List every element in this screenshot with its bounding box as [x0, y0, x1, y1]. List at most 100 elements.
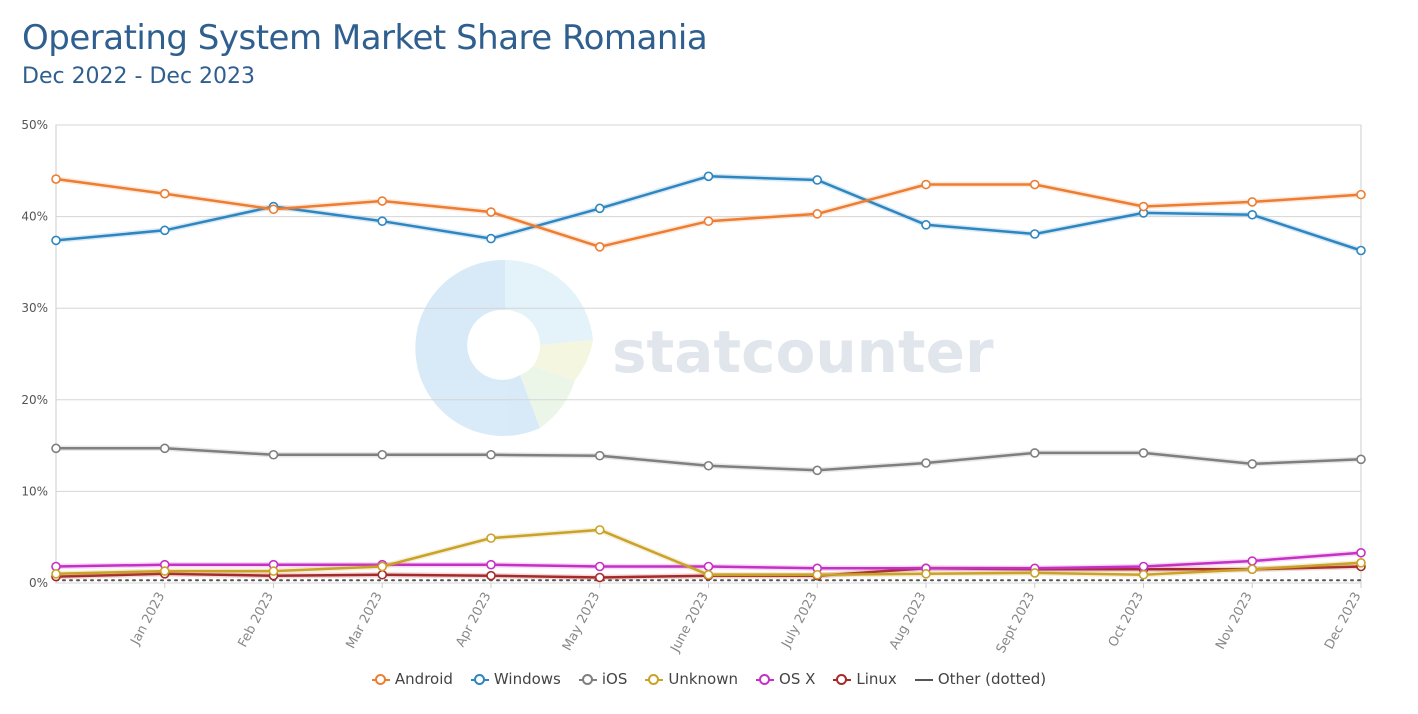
data-point-unknown — [486, 533, 496, 543]
data-point-android — [1138, 201, 1149, 212]
data-point-ios — [703, 460, 714, 471]
data-point-windows — [1247, 209, 1258, 220]
data-point-windows — [486, 233, 496, 244]
legend-item-os-x[interactable]: OS X — [756, 670, 815, 688]
x-tick-label: Apr 2023 — [453, 590, 494, 650]
data-point-android — [1029, 179, 1040, 190]
data-point-unknown — [594, 525, 605, 535]
data-point-android — [159, 188, 170, 199]
statcounter-watermark: statcounter — [415, 259, 994, 436]
legend-swatch-windows — [470, 673, 489, 686]
data-point-android — [594, 242, 605, 252]
legend-swatch-ios — [578, 673, 597, 686]
legend-label: iOS — [601, 670, 628, 688]
data-point-android — [1356, 189, 1366, 200]
watermark-text: statcounter — [612, 318, 994, 386]
y-tick-label: 10% — [21, 484, 48, 498]
legend-item-linux[interactable]: Linux — [833, 670, 897, 688]
legend-swatch-other-dotted — [914, 674, 933, 686]
x-tick-label: Dec 2023 — [1322, 590, 1365, 652]
data-point-ios — [159, 443, 170, 454]
data-point-android — [268, 204, 279, 215]
legend-label: OS X — [779, 670, 816, 688]
x-tick-label: Aug 2023 — [887, 590, 930, 652]
chart-subtitle: Dec 2022 - Dec 2023 — [22, 64, 256, 89]
legend-item-unknown[interactable]: Unknown — [645, 670, 738, 688]
data-point-android — [486, 207, 496, 217]
legend-swatch-marker — [648, 673, 660, 685]
data-point-ios — [594, 450, 605, 461]
legend-label: Windows — [493, 670, 561, 688]
data-point-android — [51, 174, 61, 184]
data-point-android — [377, 196, 388, 206]
data-point-unknown — [703, 569, 714, 580]
data-point-linux — [377, 569, 388, 580]
data-point-ios — [377, 449, 388, 460]
data-point-unknown — [1247, 564, 1258, 575]
legend-swatch-unknown — [645, 673, 664, 686]
data-point-unknown — [268, 566, 279, 576]
data-point-os-x — [486, 559, 496, 570]
data-point-unknown — [812, 569, 823, 580]
chart-legend: Android Windows iOS Unknown OS X Linux Other (… — [0, 670, 1418, 688]
legend-label: Android — [394, 670, 453, 688]
data-point-ios — [1356, 454, 1366, 465]
data-point-unknown — [377, 561, 388, 572]
data-point-os-x — [1356, 547, 1366, 558]
x-axis-ticks: Jan 2023 Feb 2023 Mar 2023 Apr 2023 May 2023… — [128, 583, 1365, 656]
legend-item-ios[interactable]: iOS — [578, 670, 628, 688]
legend-swatch-marker — [374, 673, 386, 685]
legend-swatch-linux — [833, 673, 852, 686]
x-tick-label: July 2023 — [779, 590, 821, 651]
x-tick-label: Jan 2023 — [128, 590, 169, 648]
data-point-android — [812, 209, 823, 219]
data-point-android — [921, 179, 931, 190]
data-point-ios — [268, 449, 279, 460]
legend-swatch-marker — [473, 673, 485, 685]
data-point-unknown — [159, 566, 170, 576]
data-point-ios — [1138, 448, 1149, 458]
legend-item-windows[interactable]: Windows — [470, 670, 561, 688]
legend-label: Other (dotted) — [937, 670, 1047, 688]
data-point-os-x — [1247, 556, 1258, 566]
x-tick-label: Sept 2023 — [994, 590, 1039, 656]
data-point-android — [1247, 197, 1258, 207]
data-point-windows — [1356, 245, 1366, 256]
data-point-ios — [812, 465, 823, 476]
x-tick-label: Mar 2023 — [344, 590, 386, 652]
y-tick-label: 30% — [21, 301, 48, 315]
watermark-logo-slice-blue — [415, 259, 540, 436]
y-axis-ticks: 0% 10% 20% 30% 40% 50% — [21, 118, 48, 590]
y-tick-label: 40% — [21, 210, 48, 224]
data-point-unknown — [1356, 558, 1366, 568]
data-point-unknown — [1029, 568, 1040, 578]
legend-item-android[interactable]: Android — [371, 670, 453, 688]
data-point-unknown — [1138, 569, 1149, 580]
legend-item-other-dotted[interactable]: Other (dotted) — [914, 670, 1047, 688]
data-point-ios — [1247, 459, 1258, 469]
legend-swatch-line — [914, 678, 933, 681]
data-point-windows — [51, 235, 61, 246]
watermark-logo-slice-green — [520, 366, 575, 428]
data-point-windows — [812, 175, 823, 185]
line-chart: statcounter 0% 10% 20% 30% 40% 50% Jan 2023 Fe… — [21, 118, 1366, 656]
series-unknown — [51, 525, 1366, 580]
data-point-windows — [703, 171, 714, 182]
data-point-windows — [594, 203, 605, 214]
data-point-windows — [1029, 229, 1040, 239]
y-tick-label: 20% — [21, 393, 48, 407]
data-point-linux — [594, 572, 605, 583]
x-tick-label: May 2023 — [560, 590, 603, 654]
watermark-logo-slice-yellow — [533, 340, 593, 380]
x-tick-label: Oct 2023 — [1106, 590, 1147, 650]
legend-swatch-marker — [581, 673, 593, 685]
series-layer — [51, 171, 1366, 583]
y-tick-label: 0% — [29, 576, 48, 590]
legend-swatch-marker — [836, 673, 848, 685]
watermark-logo-slice-light — [505, 259, 593, 345]
chart-title: Operating System Market Share Romania — [22, 18, 708, 58]
x-tick-label: Feb 2023 — [236, 590, 278, 650]
data-point-os-x — [1138, 561, 1149, 572]
legend-swatch-os-x — [756, 673, 775, 686]
legend-label: Linux — [856, 670, 897, 688]
